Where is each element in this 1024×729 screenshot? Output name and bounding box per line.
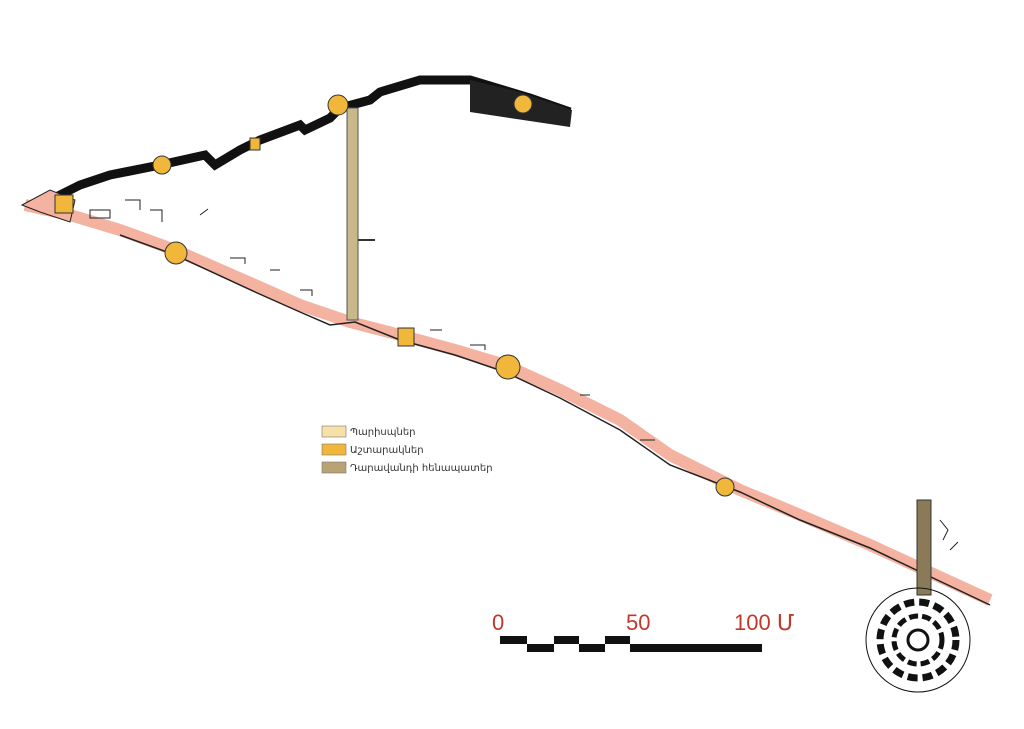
legend-label: Աշտարակներ: [350, 445, 424, 456]
wall-outline: [119, 234, 991, 606]
east-wall: [916, 499, 932, 596]
legend-swatch: [321, 461, 347, 474]
scale-bar: [500, 636, 762, 652]
scale-label: 50: [626, 610, 650, 635]
upper-wall: [47, 75, 572, 205]
legend-label: Պարիսպներ: [350, 427, 416, 438]
legend: Պարիսպներ Աշտարակներ Դարավանդի հենապատեր: [321, 425, 493, 474]
tower: [715, 477, 735, 497]
legend-swatch: [321, 443, 347, 456]
ruins: [89, 199, 959, 551]
tower: [327, 94, 349, 116]
tower: [495, 354, 521, 380]
legend-swatch: [321, 425, 347, 438]
logo: [865, 587, 971, 693]
tower: [397, 327, 415, 347]
wall-band: [23, 199, 993, 606]
scale-label: 100 Մ: [734, 610, 794, 635]
tower: [54, 194, 74, 214]
legend-label: Դարավանդի հենապատեր: [350, 463, 493, 474]
tower: [164, 241, 188, 265]
tower: [513, 94, 533, 114]
tower: [249, 137, 261, 151]
scale-label: 0: [492, 610, 504, 635]
tower: [152, 155, 172, 175]
cross-wall: [346, 107, 359, 321]
towers: [54, 94, 735, 497]
